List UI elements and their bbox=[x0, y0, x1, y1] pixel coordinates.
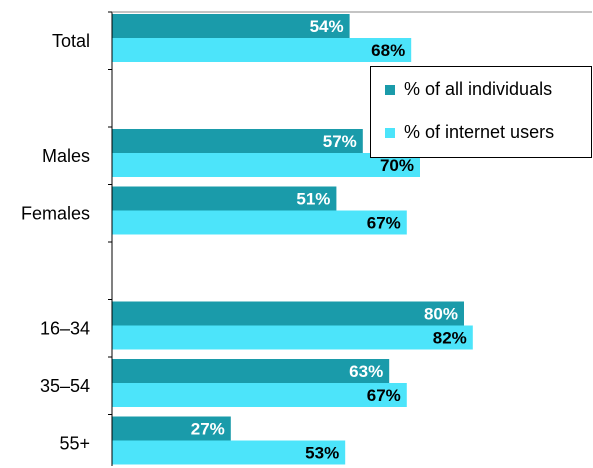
legend-swatch-internet-users bbox=[385, 127, 395, 138]
value-label-internet-users: 82% bbox=[433, 329, 467, 348]
bar-internet-users bbox=[112, 210, 407, 235]
value-label-internet-users: 53% bbox=[305, 444, 339, 463]
bar-internet-users bbox=[112, 325, 473, 350]
bar-all-individuals bbox=[112, 14, 350, 38]
bar-all-individuals bbox=[112, 129, 363, 153]
legend-label-all-individuals: % of all individuals bbox=[404, 79, 553, 99]
bars-layer bbox=[112, 14, 473, 465]
value-label-internet-users: 67% bbox=[367, 386, 401, 405]
bar-all-individuals bbox=[112, 359, 390, 383]
bar-internet-users bbox=[112, 383, 407, 407]
legend-item-all-individuals: % of all individuals bbox=[385, 79, 552, 100]
value-label-internet-users: 70% bbox=[380, 156, 414, 175]
category-label: 35–54 bbox=[40, 376, 90, 396]
value-label-all-individuals: 57% bbox=[323, 132, 357, 151]
category-label: 55+ bbox=[59, 433, 90, 453]
value-label-internet-users: 67% bbox=[367, 214, 401, 233]
ticks-layer bbox=[108, 11, 592, 415]
bar-all-individuals bbox=[112, 301, 464, 326]
bar-internet-users bbox=[112, 153, 420, 177]
category-label: 16–34 bbox=[40, 318, 90, 338]
category-label: Males bbox=[42, 146, 90, 166]
bar-internet-users bbox=[112, 38, 412, 62]
legend-label-internet-users: % of internet users bbox=[404, 122, 555, 142]
bar-internet-users bbox=[112, 440, 346, 465]
value-label-all-individuals: 54% bbox=[310, 17, 344, 36]
value-label-internet-users: 68% bbox=[371, 41, 405, 60]
value-label-all-individuals: 27% bbox=[191, 420, 225, 439]
value-label-all-individuals: 63% bbox=[349, 362, 383, 381]
bar-all-individuals bbox=[112, 416, 231, 441]
category-label: Females bbox=[21, 203, 90, 223]
legend: % of all individuals % of internet users bbox=[370, 66, 592, 158]
labels-layer: Total 54% 68% Males 57% 70% Females 51% 67% 16–34… bbox=[21, 17, 467, 463]
bar-all-individuals bbox=[112, 186, 337, 211]
legend-swatch-all-individuals bbox=[385, 84, 395, 95]
value-label-all-individuals: 51% bbox=[296, 190, 330, 209]
legend-item-internet-users: % of internet users bbox=[385, 122, 554, 143]
value-label-all-individuals: 80% bbox=[424, 305, 458, 324]
category-label: Total bbox=[52, 31, 90, 51]
